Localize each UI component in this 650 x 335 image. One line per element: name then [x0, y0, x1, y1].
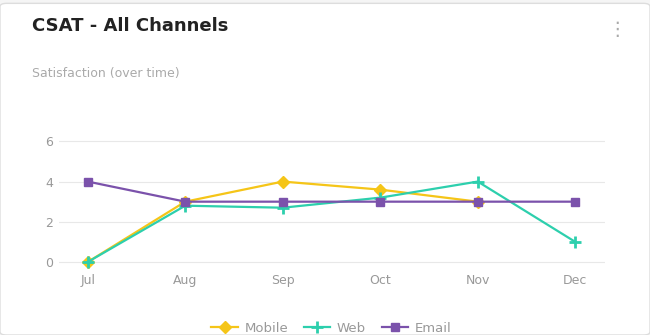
Web [376, 196, 384, 200]
Email [181, 200, 189, 204]
Mobile [84, 260, 92, 264]
Email [474, 200, 482, 204]
Mobile [474, 200, 482, 204]
Mobile [279, 180, 287, 184]
Email [376, 200, 384, 204]
Mobile [376, 188, 384, 192]
Email [279, 200, 287, 204]
Web [474, 180, 482, 184]
Email [84, 180, 92, 184]
Email [571, 200, 579, 204]
Mobile [181, 200, 189, 204]
Line: Mobile: Mobile [84, 178, 482, 266]
Text: CSAT - All Channels: CSAT - All Channels [32, 17, 229, 35]
Web [84, 260, 92, 264]
Web [279, 206, 287, 210]
Line: Email: Email [84, 178, 579, 206]
Web [181, 204, 189, 208]
Line: Web: Web [81, 175, 582, 268]
Text: ⋮: ⋮ [607, 20, 627, 39]
Web [571, 240, 579, 244]
Text: Satisfaction (over time): Satisfaction (over time) [32, 67, 180, 80]
Legend: Mobile, Web, Email: Mobile, Web, Email [206, 317, 457, 335]
